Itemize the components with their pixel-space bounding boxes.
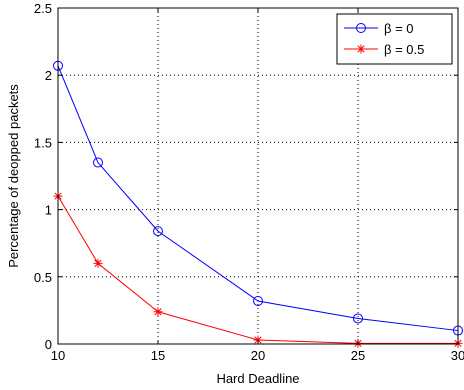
ticks: 10 15 20 25 30 0 0.5 1 1.5 2 2.5 <box>34 1 464 363</box>
x-tick-label: 20 <box>251 348 265 363</box>
data-point <box>153 226 163 237</box>
data-point <box>253 335 263 345</box>
series-line <box>57 195 458 344</box>
x-axis-title: Hard Deadline <box>216 371 299 386</box>
y-tick-label: 2.5 <box>34 1 52 16</box>
x-tick-label: 10 <box>51 348 65 363</box>
x-tick-label: 30 <box>451 348 464 363</box>
data-point <box>253 295 263 306</box>
y-tick-label: 0 <box>45 337 52 352</box>
y-tick-label: 2 <box>45 68 52 83</box>
legend-label: β = 0 <box>384 21 414 36</box>
y-tick-label: 1.5 <box>34 135 52 150</box>
data-point <box>153 307 163 317</box>
legend-marker <box>356 44 366 54</box>
legend-box <box>336 13 453 65</box>
legend-marker <box>356 23 366 33</box>
legend-item: β = 0 <box>344 21 414 36</box>
legend-item: β = 0.5 <box>344 42 424 57</box>
y-axis-title: Percentage of deopped packets <box>6 84 21 268</box>
data-point <box>93 258 103 268</box>
legend-label: β = 0.5 <box>384 42 424 57</box>
data-point <box>353 313 363 324</box>
series-1 <box>53 60 463 336</box>
data-point <box>93 157 103 168</box>
x-tick-label: 25 <box>351 348 365 363</box>
series-line <box>57 65 459 332</box>
y-tick-label: 0.5 <box>34 270 52 285</box>
x-tick-label: 15 <box>151 348 165 363</box>
legend: β = 0 β = 0.5 <box>336 13 453 65</box>
y-tick-label: 1 <box>45 203 52 218</box>
